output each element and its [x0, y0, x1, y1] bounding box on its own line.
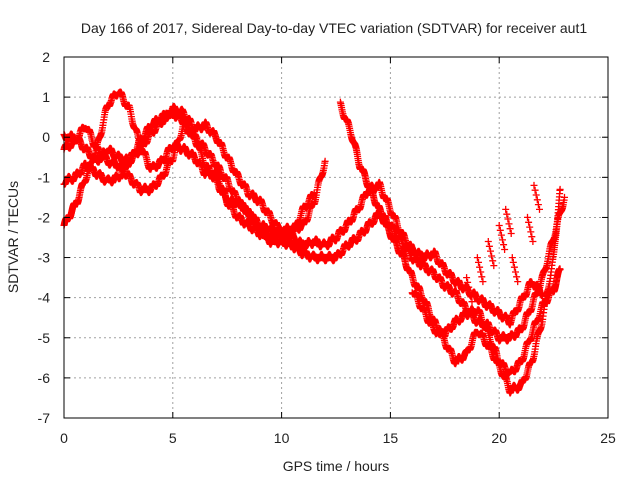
y-tick-label: -5	[38, 330, 51, 346]
y-tick-label: -3	[38, 250, 51, 266]
y-tick-label: -6	[38, 370, 51, 386]
y-axis-label: SDTVAR / TECUs	[5, 181, 21, 293]
y-tick-label: 0	[42, 129, 50, 145]
x-tick-labels: 0 5 10 15 20 25	[60, 430, 616, 446]
series-markers	[336, 98, 564, 397]
x-tick-label: 5	[169, 430, 177, 446]
y-tick-label: -4	[38, 290, 51, 306]
series-track-6	[408, 265, 564, 378]
x-tick-label: 15	[383, 430, 399, 446]
grid-lines	[64, 57, 608, 418]
x-tick-label: 10	[274, 430, 290, 446]
axis-ticks	[63, 56, 609, 419]
data-points	[60, 88, 568, 397]
y-tick-label: -1	[38, 169, 51, 185]
chart-title: Day 166 of 2017, Sidereal Day-to-day VTE…	[81, 20, 588, 36]
series-markers	[60, 88, 329, 243]
plot-frame	[63, 56, 609, 419]
y-tick-labels: 2 1 0 -1 -2 -3 -4 -5 -6 -7	[38, 49, 51, 426]
series-track-5	[336, 98, 564, 397]
y-tick-label: -2	[38, 209, 51, 225]
y-tick-label: 2	[42, 49, 50, 65]
x-tick-label: 0	[60, 430, 68, 446]
series-markers	[408, 265, 564, 378]
y-tick-label: 1	[42, 89, 50, 105]
x-tick-label: 20	[491, 430, 507, 446]
x-axis-label: GPS time / hours	[283, 458, 390, 474]
series-track-1	[60, 88, 329, 243]
y-tick-label: -7	[38, 410, 51, 426]
outlier-points	[463, 181, 543, 306]
outlier-markers	[463, 181, 543, 306]
x-tick-label: 25	[600, 430, 616, 446]
